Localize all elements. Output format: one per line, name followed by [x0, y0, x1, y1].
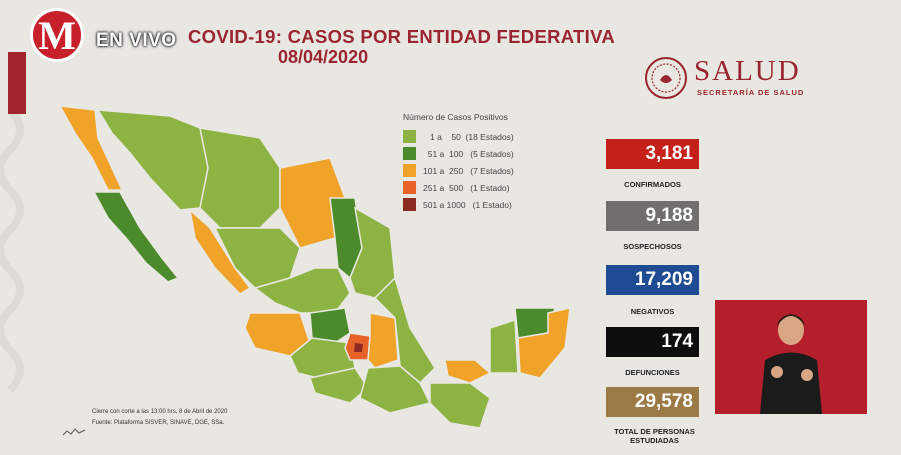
report-date: 08/04/2020: [278, 47, 369, 67]
legend-item: 51 a 100 (5 Estados): [403, 145, 514, 162]
state-chiapas: [429, 382, 491, 429]
brand-subtitle: SECRETARÍA DE SALUD: [697, 88, 805, 97]
stat-negativos-value: 17,209: [606, 265, 699, 295]
legend-item: 501 a 1000 (1 Estado): [403, 196, 514, 213]
state-zacatecas: [253, 267, 351, 314]
legend-item: 251 a 500 (1 Estado): [403, 179, 514, 196]
footnote-source: Fuente: Plataforma SISVER, SINAVE, DGE, …: [92, 420, 225, 426]
page-title: COVID-19: CASOS POR ENTIDAD FEDERATIVA: [188, 26, 615, 47]
state-tabasco: [444, 359, 492, 384]
chart-mini-icon: [62, 428, 86, 436]
channel-logo: M: [30, 8, 84, 62]
mexico-map: [58, 105, 571, 429]
state-guerrero: [309, 367, 369, 404]
stat-defunciones-label: DEFUNCIONES: [625, 368, 680, 377]
legend-item: 101 a 250 (7 Estados): [403, 162, 514, 179]
state-chihuahua: [199, 127, 281, 229]
legend-item: 1 a 50 (18 Estados): [403, 128, 514, 145]
state-baja-california: [58, 105, 124, 191]
state-campeche: [489, 318, 519, 374]
footnote-cutoff: Cierre con corte a las 13:00 hrs, 8 de A…: [92, 409, 228, 415]
stat-negativos-label: NEGATIVOS: [630, 307, 675, 316]
brand-name: SALUD: [694, 55, 801, 87]
legend-title: Número de Casos Positivos: [403, 112, 508, 122]
state-veracruz: [373, 276, 436, 385]
stat-total-value: 29,578: [606, 387, 699, 417]
state-puebla: [367, 312, 399, 369]
state-baja-california-sur: [92, 191, 180, 283]
stat-sospechosos-label: SOSPECHOSOS: [623, 242, 682, 251]
state-quintana-roo: [517, 307, 571, 379]
sign-language-interpreter: [715, 300, 867, 414]
legend: Número de Casos Positivos 1 a 50 (18 Est…: [403, 112, 514, 213]
seal-icon: [645, 57, 687, 99]
state-cdmx-core: [354, 343, 363, 352]
state-tamaulipas: [349, 206, 396, 299]
stat-total-label: TOTAL DE PERSONAS ESTUDIADAS: [614, 427, 695, 445]
state-guanajuato: [309, 307, 351, 344]
live-label: EN VIVO: [96, 30, 177, 51]
interpreter-figure: [760, 314, 822, 414]
state-sinaloa: [188, 207, 252, 295]
stat-defunciones-value: 174: [606, 327, 699, 357]
decorative-pattern: [0, 107, 24, 393]
accent-bar: [8, 52, 26, 114]
stat-confirmados-label: CONFIRMADOS: [624, 180, 681, 189]
stat-confirmados-value: 3,181: [606, 139, 699, 169]
stat-sospechosos-value: 9,188: [606, 201, 699, 231]
